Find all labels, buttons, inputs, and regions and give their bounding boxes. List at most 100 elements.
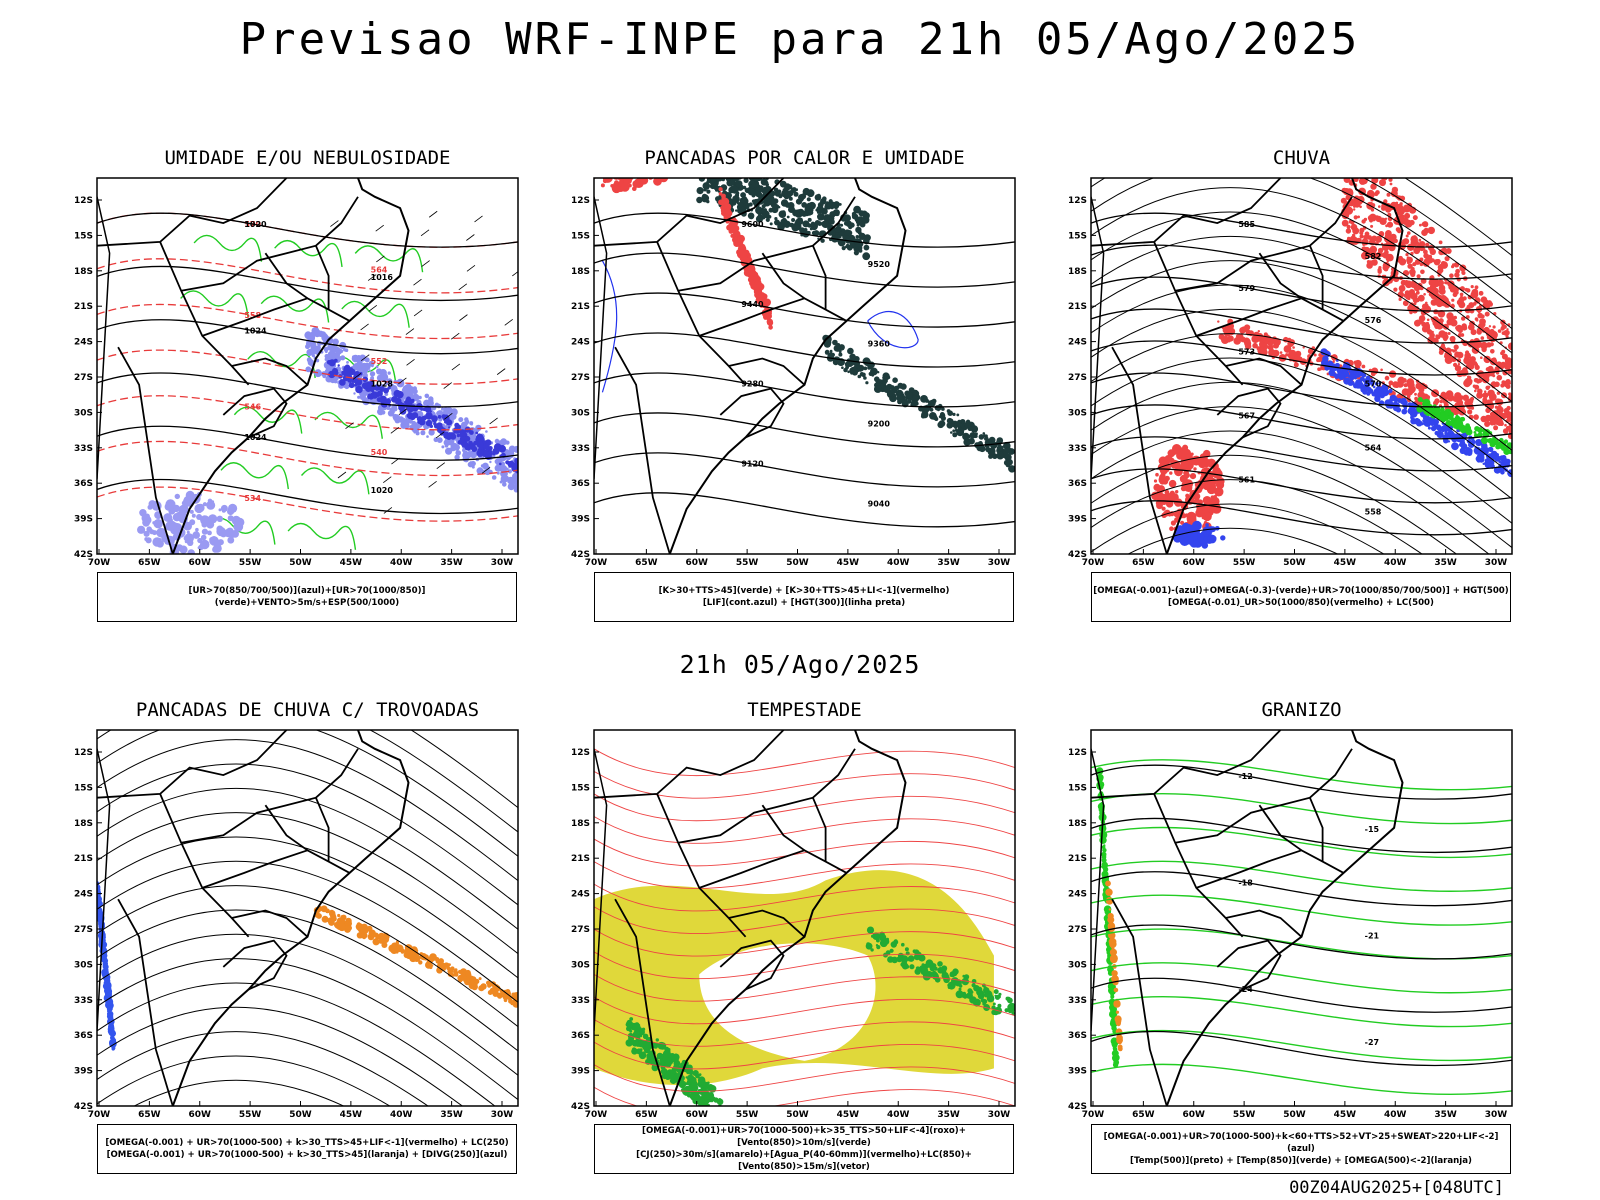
lat-tick-label: 30S xyxy=(74,408,93,418)
lat-tick-label: 27S xyxy=(74,925,93,935)
lon-tick-label: 70W xyxy=(585,1110,608,1120)
lat-tick-label: 21S xyxy=(1068,302,1087,312)
contour-label: 576 xyxy=(1365,316,1382,325)
lon-tick-label: 30W xyxy=(988,558,1011,568)
lon-tick-label: 70W xyxy=(1082,558,1105,568)
contour-label: 579 xyxy=(1238,284,1255,293)
legend-line: [UR>70(850/700/500)](azul)+[UR>70(1000/8… xyxy=(188,586,426,608)
lat-tick-label: 18S xyxy=(1068,819,1087,829)
legend-line: [OMEGA(-0.001)-(azul)+OMEGA(-0.3)-(verde… xyxy=(1093,586,1509,596)
map-frame xyxy=(96,177,519,555)
lon-tick-label: 50W xyxy=(786,1110,809,1120)
lon-tick-label: 45W xyxy=(340,1110,363,1120)
weather-map: 9600 9520 9440 9360 9280 9200 9120 9040 12S 15S 18… xyxy=(571,177,1016,568)
lat-tick-label: 36S xyxy=(571,1031,590,1041)
lon-tick-label: 40W xyxy=(887,1110,910,1120)
panel-legend: [OMEGA(-0.001)-(azul)+OMEGA(-0.3)-(verde… xyxy=(1091,572,1511,622)
lon-tick-label: 65W xyxy=(635,558,658,568)
lon-tick-label: 65W xyxy=(138,558,161,568)
lat-tick-label: 15S xyxy=(1068,231,1087,241)
panel-legend: [OMEGA(-0.001) + UR>70(1000-500) + k>30_… xyxy=(97,1124,517,1174)
legend-line: [K>30+TTS>45](verde) + [K>30+TTS>45+LI<-… xyxy=(658,586,950,596)
run-timestamp: 00Z04AUG2025+[048UTC] xyxy=(1289,1178,1504,1198)
panel-title: UMIDADE E/OU NEBULOSIDADE xyxy=(164,147,451,169)
lat-tick-label: 27S xyxy=(571,373,590,383)
lon-tick-label: 60W xyxy=(189,558,212,568)
contour-label: 1028 xyxy=(371,380,394,389)
lat-tick-label: 33S xyxy=(1068,996,1087,1006)
contour-label: 9360 xyxy=(868,340,891,349)
contour-label: 1024 xyxy=(244,326,267,335)
field-contours: 585 582 579 576 573 570 567 564 561 558 xyxy=(1091,178,1512,554)
lon-tick-label: 45W xyxy=(1334,558,1357,568)
lat-tick-label: 12S xyxy=(571,748,590,758)
weather-map: 5705645585525465405341020101610241028102… xyxy=(74,177,519,568)
contour-label: 9520 xyxy=(868,260,891,269)
lat-tick-label: 15S xyxy=(1068,783,1087,793)
lon-tick-label: 30W xyxy=(988,1110,1011,1120)
contour-label: 552 xyxy=(371,357,388,366)
lat-tick-label: 42S xyxy=(1068,550,1087,560)
contour-label: 9440 xyxy=(741,300,764,309)
lat-tick-label: 18S xyxy=(74,819,93,829)
field-shading xyxy=(137,234,518,554)
lon-tick-label: 40W xyxy=(1384,558,1407,568)
lat-tick-label: 30S xyxy=(571,960,590,970)
map-frame xyxy=(1090,177,1513,555)
contour-label: -15 xyxy=(1365,825,1380,834)
country-borders xyxy=(1091,730,1404,1106)
lon-tick-label: 70W xyxy=(1082,1110,1105,1120)
lon-tick-label: 50W xyxy=(289,558,312,568)
lat-tick-label: 21S xyxy=(74,302,93,312)
forecast-time-subtitle: 21h 05/Ago/2025 xyxy=(679,650,921,679)
lat-tick-label: 42S xyxy=(571,550,590,560)
lat-tick-label: 39S xyxy=(1068,515,1087,525)
contour-label: 585 xyxy=(1238,220,1255,229)
lat-tick-label: 24S xyxy=(74,338,93,348)
lon-tick-label: 55W xyxy=(239,558,262,568)
lat-tick-label: 42S xyxy=(571,1102,590,1112)
map-frame xyxy=(593,729,1016,1107)
lon-tick-label: 60W xyxy=(686,558,709,568)
contour-label: 582 xyxy=(1365,252,1382,261)
lat-tick-label: 33S xyxy=(1068,444,1087,454)
weather-map: -12 -15 -18 -21 -24 -27 12S 15S 18S 21S 24S 27S 30S 3… xyxy=(1068,729,1513,1120)
weather-map: 585 582 579 576 573 570 567 564 561 558 12S 15S 18S 2… xyxy=(1068,177,1513,568)
lat-tick-label: 12S xyxy=(1068,748,1087,758)
contour-label: 9600 xyxy=(741,220,764,229)
lon-tick-label: 45W xyxy=(837,1110,860,1120)
lat-tick-label: 30S xyxy=(74,960,93,970)
legend-line: [OMEGA(-0.001)+UR>70(1000-500)+k>35_TTS>… xyxy=(642,1126,966,1148)
legend-line: [OMEGA(-0.001) + UR>70(1000-500) + k>30_… xyxy=(106,1150,508,1160)
lat-tick-label: 42S xyxy=(74,550,93,560)
legend-line: [OMEGA(-0.001) + UR>70(1000-500) + k>30_… xyxy=(105,1138,509,1148)
lon-tick-label: 65W xyxy=(635,1110,658,1120)
lat-tick-label: 24S xyxy=(571,338,590,348)
legend-line: [OMEGA(-0.001)+UR>70(1000-500)+k<60+TTS>… xyxy=(1103,1132,1499,1154)
contour-label: 564 xyxy=(371,266,388,275)
contour-label: 558 xyxy=(1365,508,1382,517)
lon-tick-label: 70W xyxy=(88,1110,111,1120)
contour-label: 1016 xyxy=(371,273,394,282)
lon-tick-label: 35W xyxy=(937,1110,960,1120)
lon-tick-label: 35W xyxy=(440,558,463,568)
panel-legend: [OMEGA(-0.001)+UR>70(1000-500)+k>35_TTS>… xyxy=(594,1124,1014,1174)
lat-tick-label: 42S xyxy=(74,1102,93,1112)
map-frame xyxy=(1090,729,1513,1107)
panel-title: TEMPESTADE xyxy=(747,699,862,721)
contour-label: -12 xyxy=(1238,772,1252,781)
contour-label: 9040 xyxy=(868,500,891,509)
lat-tick-label: 18S xyxy=(571,819,590,829)
lat-tick-label: 39S xyxy=(571,515,590,525)
lon-tick-label: 35W xyxy=(1434,1110,1457,1120)
lon-tick-label: 40W xyxy=(887,558,910,568)
lon-tick-label: 45W xyxy=(1334,1110,1357,1120)
lat-tick-label: 39S xyxy=(1068,1067,1087,1077)
contour-label: 9280 xyxy=(741,380,764,389)
lon-tick-label: 50W xyxy=(289,1110,312,1120)
lat-tick-label: 36S xyxy=(1068,1031,1087,1041)
panel-title: PANCADAS DE CHUVA C/ TROVOADAS xyxy=(135,699,480,721)
panel-title: PANCADAS POR CALOR E UMIDADE xyxy=(644,147,965,169)
lon-tick-label: 60W xyxy=(1183,1110,1206,1120)
